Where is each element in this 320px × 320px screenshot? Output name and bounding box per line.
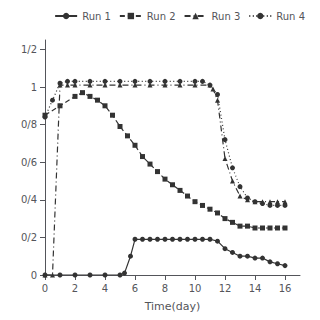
svg-text:10: 10 [189,283,202,294]
svg-text:Run 2: Run 2 [147,11,176,22]
svg-text:14: 14 [249,283,262,294]
svg-text:Run 1: Run 1 [82,11,111,22]
svg-text:2: 2 [72,283,78,294]
svg-text:0: 0 [31,270,37,281]
svg-text:1: 1 [31,82,37,93]
svg-text:6: 6 [132,283,138,294]
svg-text:0/4: 0/4 [21,194,37,205]
svg-text:0: 0 [42,283,48,294]
svg-text:8: 8 [162,283,168,294]
svg-text:1/2: 1/2 [21,44,37,55]
svg-text:12: 12 [219,283,232,294]
svg-text:Run 3: Run 3 [212,11,241,22]
svg-text:4: 4 [102,283,108,294]
svg-text:0/2: 0/2 [21,232,37,243]
svg-text:0/8: 0/8 [21,119,37,130]
svg-text:Run 4: Run 4 [276,11,305,22]
svg-text:16: 16 [279,283,292,294]
svg-text:Time(day): Time(day) [144,300,201,313]
svg-text:0/6: 0/6 [21,157,37,168]
